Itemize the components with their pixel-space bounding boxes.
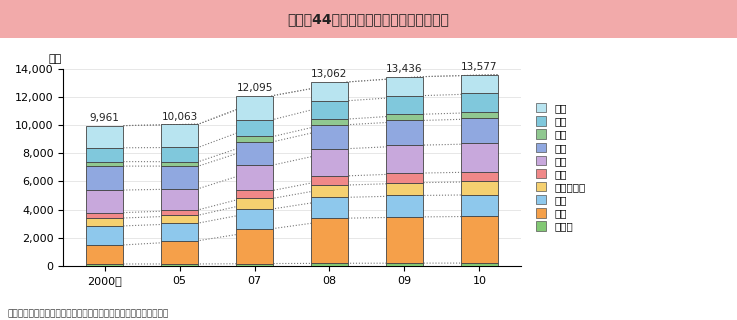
Bar — [385, 76, 423, 96]
Bar — [385, 183, 423, 196]
Bar — [311, 125, 348, 148]
Bar — [311, 101, 348, 119]
Bar — [161, 166, 198, 189]
Bar — [85, 245, 123, 264]
Bar — [236, 198, 273, 209]
Bar — [461, 172, 498, 181]
Bar — [85, 148, 123, 162]
Bar — [161, 124, 198, 147]
Bar — [85, 264, 123, 266]
Bar — [385, 217, 423, 263]
Bar — [85, 162, 123, 166]
Bar — [236, 142, 273, 165]
Legend: 沖縄, 九州, 四国, 中国, 近畔, 東海, 関東・東山, 北陸, 東北, 北海道: 沖縄, 九州, 四国, 中国, 近畔, 東海, 関東・東山, 北陸, 東北, 北… — [535, 102, 587, 233]
Bar — [311, 218, 348, 263]
Bar — [236, 190, 273, 198]
Bar — [236, 228, 273, 264]
Bar — [385, 145, 423, 173]
Bar — [236, 136, 273, 142]
Bar — [385, 96, 423, 114]
Bar — [161, 223, 198, 241]
Bar — [461, 93, 498, 112]
Bar — [85, 190, 123, 212]
Text: 13,062: 13,062 — [311, 69, 348, 79]
Bar — [311, 119, 348, 125]
Text: 10,063: 10,063 — [161, 112, 198, 122]
Bar — [461, 75, 498, 93]
Bar — [85, 218, 123, 226]
Bar — [461, 195, 498, 216]
Bar — [85, 212, 123, 218]
Text: 組織: 組織 — [49, 54, 62, 64]
Bar — [385, 263, 423, 266]
Bar — [461, 112, 498, 118]
Text: 13,577: 13,577 — [461, 62, 497, 72]
Bar — [461, 216, 498, 263]
Bar — [311, 176, 348, 185]
Bar — [236, 209, 273, 228]
Bar — [311, 197, 348, 218]
Bar — [161, 241, 198, 264]
Bar — [161, 162, 198, 166]
Bar — [461, 181, 498, 195]
Text: 13,436: 13,436 — [386, 64, 423, 74]
Bar — [161, 189, 198, 210]
Bar — [161, 210, 198, 215]
Text: 9,961: 9,961 — [90, 113, 119, 123]
Bar — [461, 118, 498, 143]
Bar — [85, 126, 123, 148]
Bar — [461, 263, 498, 266]
Bar — [311, 263, 348, 266]
Bar — [385, 173, 423, 183]
Bar — [236, 119, 273, 136]
Bar — [85, 166, 123, 190]
Bar — [236, 165, 273, 190]
Text: 資料：農林水産省「集落営農実態調査」、「地域就業等構造調査」: 資料：農林水産省「集落営農実態調査」、「地域就業等構造調査」 — [7, 310, 169, 319]
Bar — [311, 148, 348, 176]
Bar — [236, 96, 273, 119]
Bar — [85, 226, 123, 245]
Bar — [385, 120, 423, 145]
Bar — [461, 143, 498, 172]
Bar — [161, 264, 198, 266]
Bar — [161, 215, 198, 223]
Bar — [236, 264, 273, 266]
Bar — [161, 147, 198, 162]
Bar — [385, 196, 423, 217]
Text: 図３－44　農業地域別集落営農数の推移: 図３－44 農業地域別集落営農数の推移 — [287, 12, 450, 26]
Bar — [385, 114, 423, 120]
Bar — [311, 82, 348, 101]
Bar — [311, 185, 348, 197]
Text: 12,095: 12,095 — [237, 83, 273, 93]
